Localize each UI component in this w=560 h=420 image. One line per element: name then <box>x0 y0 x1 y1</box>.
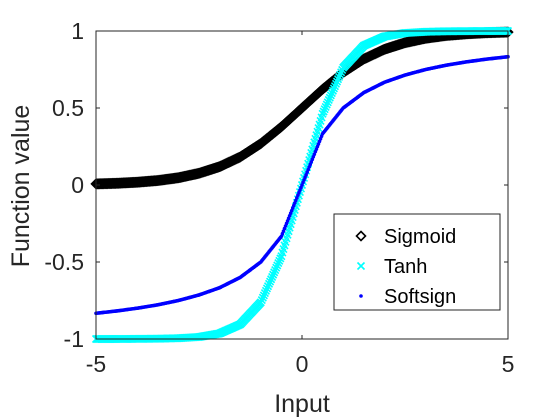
data-point <box>319 107 328 116</box>
data-point <box>320 105 329 114</box>
data-point <box>321 102 330 111</box>
data-point <box>269 270 278 279</box>
data-point <box>263 282 273 291</box>
data-point <box>261 286 271 295</box>
data-point <box>268 272 277 282</box>
data-point <box>325 93 334 102</box>
data-point <box>264 279 274 288</box>
series-softsign <box>94 54 510 316</box>
data-point <box>324 95 333 105</box>
data-point <box>318 109 327 118</box>
data-point <box>273 261 282 270</box>
data-point <box>270 268 279 277</box>
data-point <box>260 289 269 298</box>
x-tick-label: 0 <box>296 351 309 377</box>
data-point <box>335 72 344 81</box>
y-tick-label: 1 <box>71 18 84 44</box>
legend-items: Sigmoid Tanh Softsign <box>355 226 456 308</box>
data-point <box>272 263 281 272</box>
data-point <box>322 100 331 109</box>
x-tick-label: -5 <box>86 351 106 377</box>
data-point <box>262 284 272 293</box>
data-point <box>337 68 346 77</box>
cross-marker-icon <box>356 261 366 271</box>
series-sigmoid <box>90 26 514 190</box>
ticks-layer: -5 0 5 -1 -0.5 0 0.5 1 <box>44 18 514 377</box>
y-tick-label: -1 <box>64 326 84 352</box>
data-point <box>274 259 283 268</box>
x-axis-label: Input <box>274 390 330 418</box>
data-point <box>328 86 337 95</box>
data-point <box>331 79 341 88</box>
legend-label: Sigmoid <box>384 226 456 248</box>
legend-item-softsign: Softsign <box>359 286 456 308</box>
legend-item-tanh: Tanh <box>356 256 427 278</box>
legend-label: Softsign <box>384 286 456 308</box>
data-point <box>323 98 332 107</box>
legend-item-sigmoid: Sigmoid <box>355 226 456 248</box>
legend-label: Tanh <box>384 256 427 278</box>
series-layer <box>90 26 514 344</box>
data-point <box>257 295 266 305</box>
legend-box <box>333 213 501 311</box>
data-point <box>258 293 267 302</box>
y-tick-label: 0 <box>71 172 84 198</box>
data-point <box>333 75 343 84</box>
data-point <box>332 77 342 86</box>
y-tick-label: 0.5 <box>52 95 84 121</box>
data-point <box>330 82 340 91</box>
legend: Sigmoid Tanh Softsign <box>333 213 501 311</box>
data-point <box>336 70 345 79</box>
y-tick-label: -0.5 <box>44 249 84 275</box>
diamond-marker-icon <box>355 230 367 242</box>
data-point <box>275 256 284 265</box>
x-tick-label: 5 <box>502 351 515 377</box>
data-point <box>271 265 280 275</box>
data-point <box>326 91 335 100</box>
data-point <box>256 298 265 307</box>
data-point <box>276 254 285 263</box>
dot-marker-icon <box>359 294 363 298</box>
data-point <box>259 291 268 300</box>
y-axis-label: Function value <box>7 105 35 268</box>
data-point <box>329 84 338 93</box>
data-point <box>266 277 275 286</box>
data-point <box>327 88 336 98</box>
data-point <box>267 275 276 284</box>
